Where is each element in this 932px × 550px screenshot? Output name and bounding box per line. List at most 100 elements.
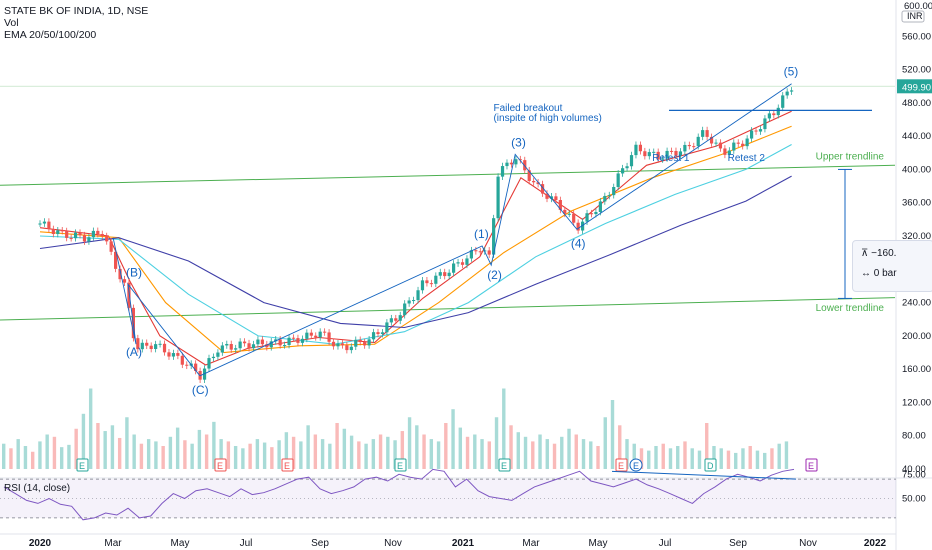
candle-body [776,107,780,116]
candle-body [674,150,678,156]
earnings-marker [281,458,294,472]
volume-bar [407,417,412,469]
candle-body [345,345,349,351]
candle-body [527,170,531,181]
candle-body [340,343,345,346]
candle-body [398,315,402,321]
volume-bar [661,443,665,469]
annotation-label: (1) [474,227,489,241]
candle-body [114,251,118,269]
volume-bar [74,428,78,469]
candle-body [696,136,700,147]
candle-body [727,150,731,155]
volume-bar [574,434,578,469]
candle-body [465,258,469,265]
candle-body [420,280,425,291]
candle-body [607,195,611,197]
y-tick-label: 200.00 [902,331,931,342]
volume-bar [610,400,615,469]
candle-body [616,173,620,187]
annotation-label: (C) [192,383,209,397]
candle-body [714,142,718,144]
annotation-label: (inspite of high volumes) [493,113,601,124]
currency-box [901,10,925,23]
x-tick-label: Sep [729,538,747,549]
candle-body [69,237,73,239]
candle-body [287,337,291,346]
earnings-marker [498,458,511,472]
candle-body [474,250,478,252]
candle-body [87,237,91,242]
candle-body [594,211,598,215]
volume-bar [212,421,216,469]
candle-body [238,341,242,349]
candle-body [460,262,465,265]
volume-bar [16,439,20,469]
candle-body [523,160,527,171]
volume-bar [67,444,71,469]
volume-bar [523,436,528,469]
measure-tool-box[interactable]: ⊼ −160. ↔ 0 bar [852,240,932,292]
y-tick-label: 600.00 [904,1,932,12]
last-price-tag [897,79,932,94]
volume-bar [241,448,245,469]
volume-bar [219,439,223,469]
volume-bar [313,434,318,469]
volume-bar [52,436,57,469]
candle-body [260,339,264,345]
earnings-marker [394,458,407,472]
volume-bar [335,423,339,469]
y-tick-label: 80.00 [902,431,926,442]
candle-body [678,151,683,156]
volume-bar [436,441,441,469]
volume-bar [465,436,470,469]
x-tick-label: Jul [240,538,253,549]
ema-line-3 [39,175,792,329]
candle-body [234,348,238,350]
candle-body [194,363,198,371]
measure-range-icon: ⊼ [861,248,869,259]
candle-body [154,344,158,350]
candle-body [363,342,367,346]
volume-bar [589,441,593,469]
event-marker-label: E [633,461,639,471]
event-marker-label: E [501,461,507,471]
volume-bar [784,441,789,469]
volume-bar [342,428,347,469]
candle-body [580,221,585,231]
annotation-label: Retest 2 [728,153,766,164]
earnings-marker [805,458,818,472]
volume-bar [233,446,238,469]
candle-body [158,343,162,345]
volume-bar [357,441,361,469]
volume-bar [393,440,397,469]
candle-body [661,158,665,160]
candle-body [91,230,95,238]
earnings-marker [76,458,89,472]
event-marker-label: E [79,461,85,471]
volume-bar [422,434,426,469]
volume-bar [763,452,767,469]
candle-body [349,346,353,351]
y-tick-label: 160.00 [902,364,931,375]
volume-bar [81,413,86,469]
event-marker-label: E [217,461,223,471]
volume-bar [748,446,752,469]
y-tick-label: 360.00 [902,198,931,209]
candle-body [683,144,687,152]
candle-body [336,343,340,347]
annotation-label: (4) [571,236,586,250]
candle-body [242,341,247,344]
volume-bar [560,436,564,469]
x-tick-label: Sep [311,538,329,549]
candle-body [701,130,705,137]
candle-body [225,343,229,346]
volume-bar [139,443,144,469]
volume-bar [603,417,607,469]
annotation-label: (5) [784,65,799,79]
candle-body [327,332,331,342]
candle-body [305,332,309,339]
volume-bar [632,443,636,469]
candle-body [96,230,100,234]
